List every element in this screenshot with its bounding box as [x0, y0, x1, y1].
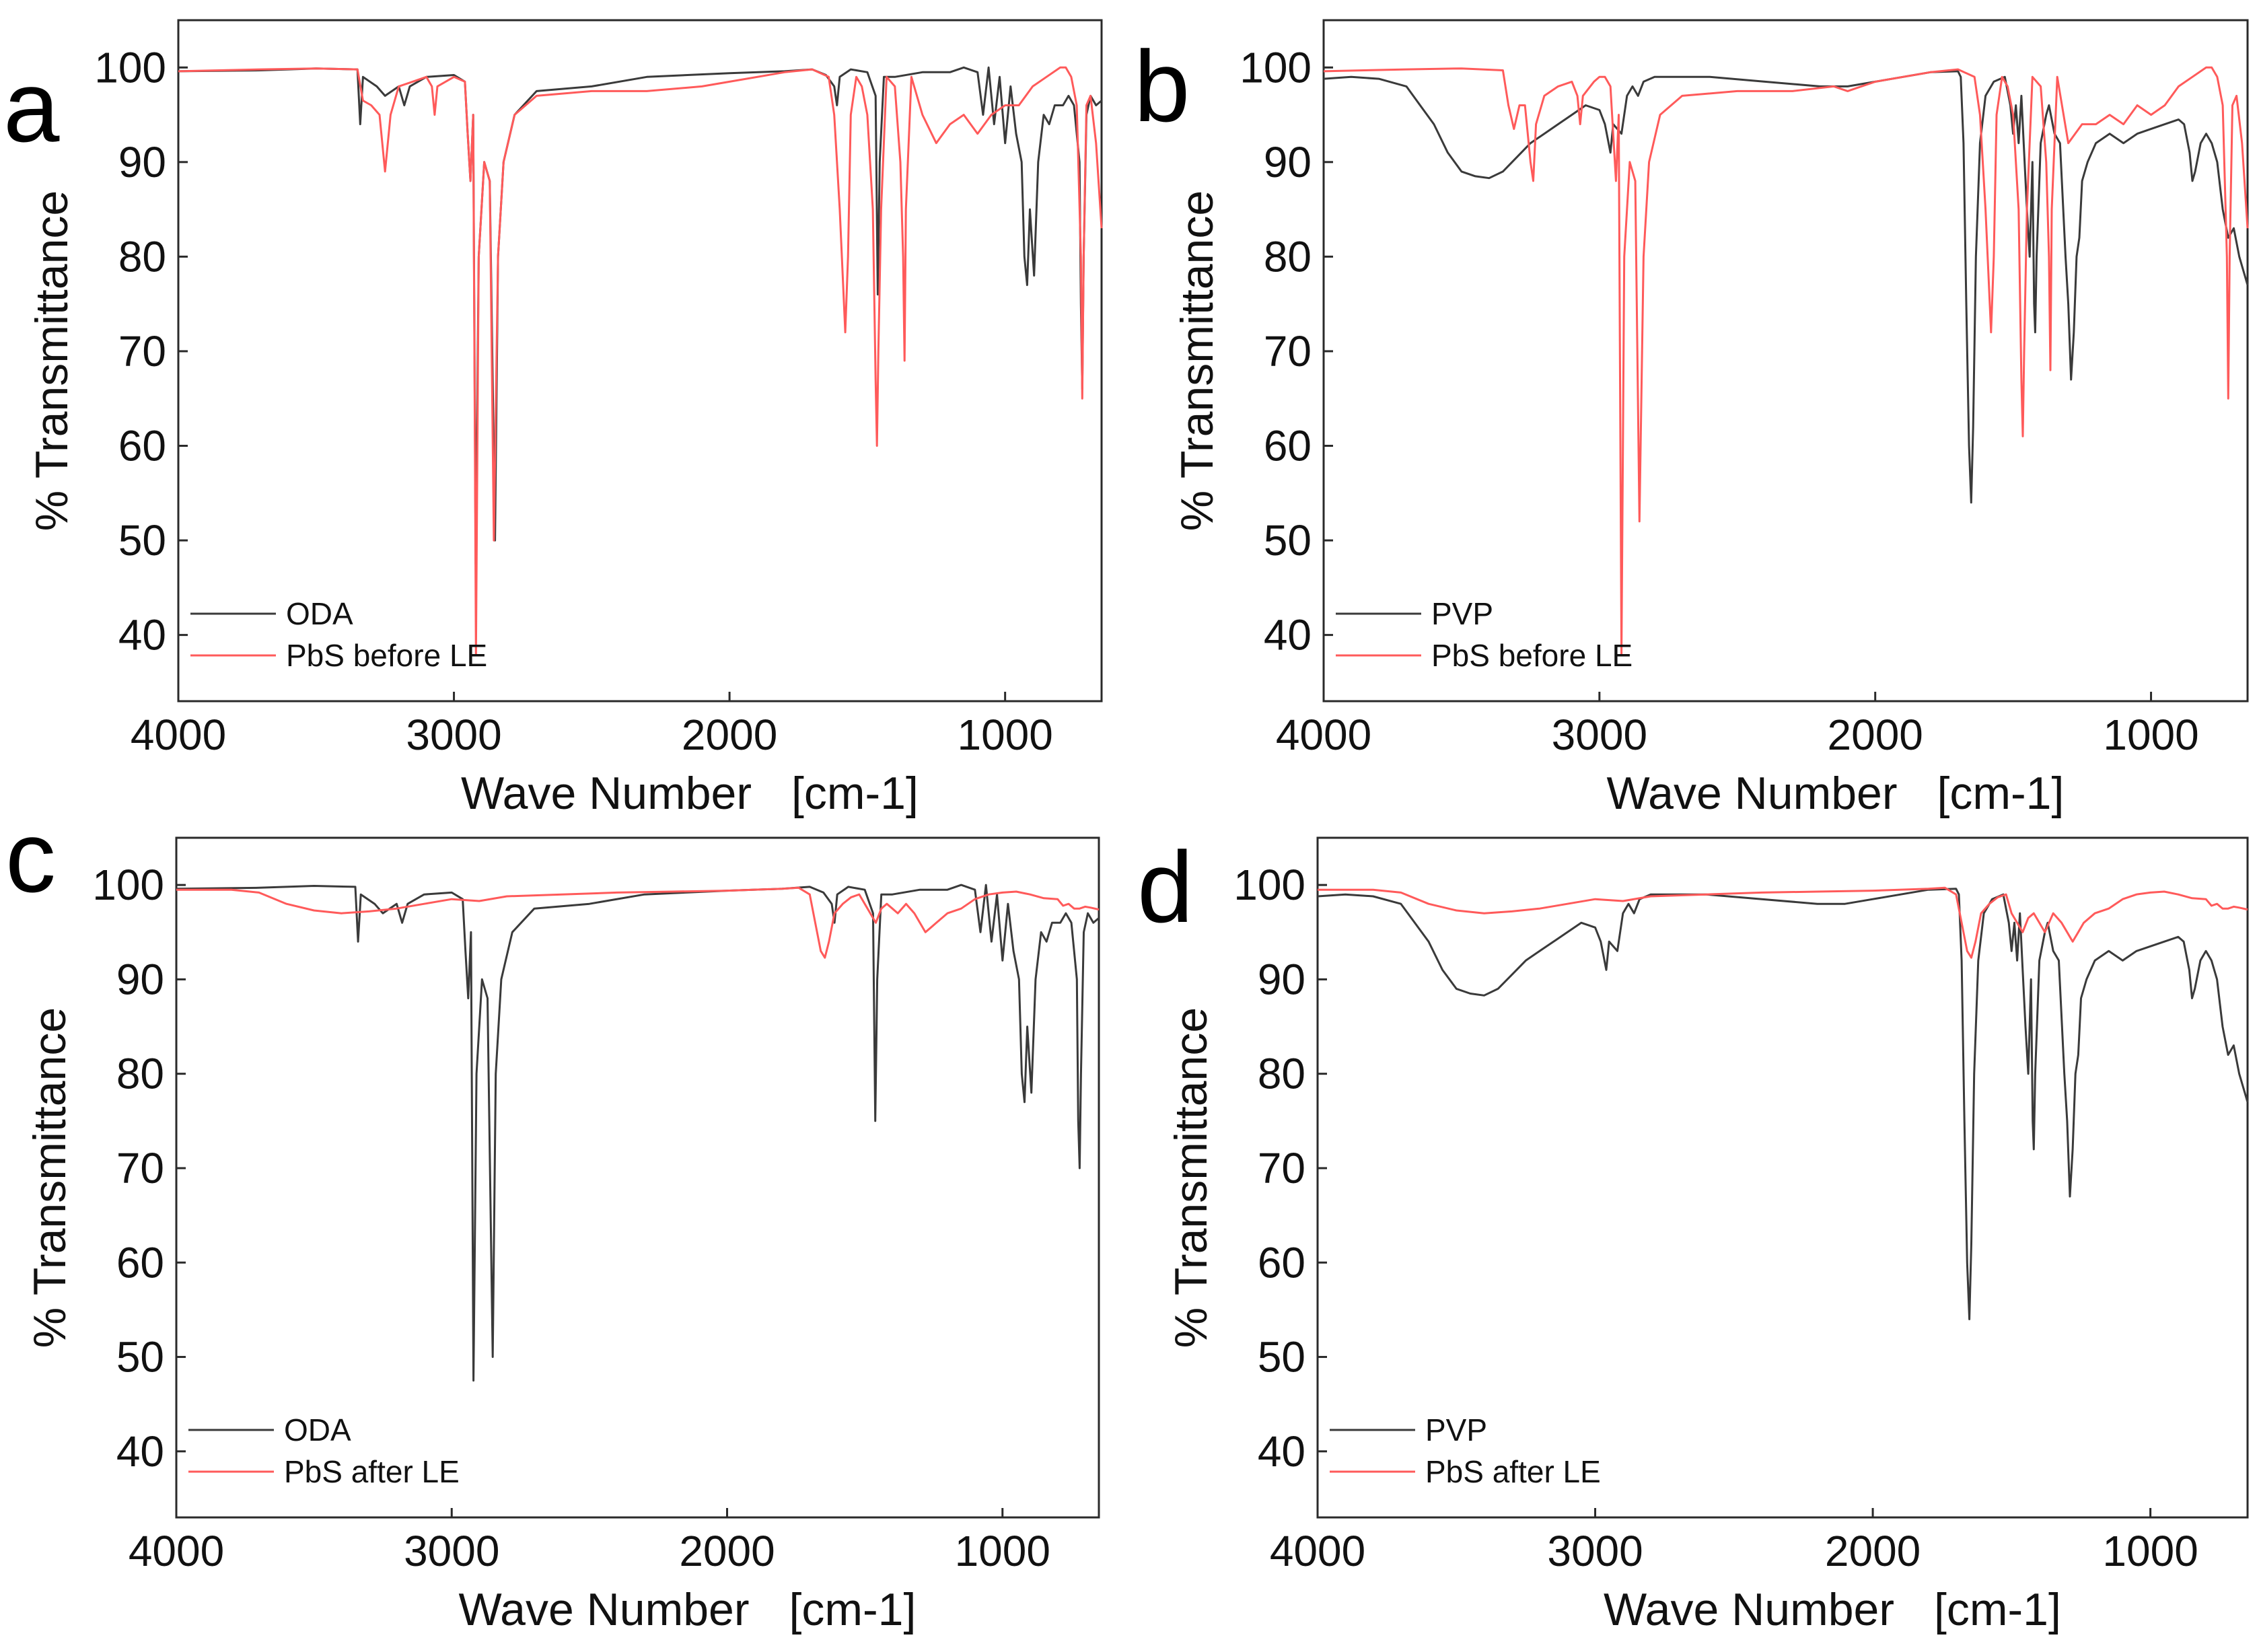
plot-frame-c: [175, 836, 1100, 1519]
legend-d: PVP PbS after LE: [1330, 1412, 1601, 1489]
y-axis-title-a: % Transmittance: [26, 190, 77, 531]
x-tick-label-4000: 4000: [131, 711, 226, 759]
y-tick-label-70: 70: [118, 327, 166, 375]
x-tick-label-1000: 1000: [2102, 1527, 2198, 1575]
y-tick-label-70: 70: [1264, 327, 1312, 375]
x-axis-unit-c: [cm-1]: [789, 1584, 917, 1635]
x-axis-title-c: Wave Number: [458, 1584, 749, 1635]
legend-b: PVP PbS before LE: [1336, 596, 1633, 673]
y-tick-label-40: 40: [1258, 1427, 1305, 1476]
legend-label-c-1: PbS after LE: [284, 1454, 460, 1489]
chart-panel-a: a 40 50 60 70 80 90 100 4000 3000 2000 1000 % Transm…: [3, 19, 1103, 819]
plot-frame-d: [1316, 836, 2249, 1519]
series-line-a-reference: [178, 66, 1102, 565]
y-axis-title-c: % Transmittance: [24, 1007, 75, 1348]
chart-panel-b: b 40 50 60 70 80 90 100 4000 3000 2000 1000 % Transm…: [1134, 19, 2249, 819]
x-tick-label-2000: 2000: [679, 1527, 775, 1575]
y-tick-label-60: 60: [116, 1238, 164, 1287]
x-axis-unit-a: [cm-1]: [791, 768, 919, 819]
chart-panel-d: d 40 50 60 70 80 90 100 4000 3000 2000 1000 % Transm…: [1137, 830, 2249, 1635]
y-tick-label-100: 100: [94, 43, 166, 92]
series-line-a-pbs: [178, 66, 1103, 655]
x-tick-label-3000: 3000: [1547, 1527, 1643, 1575]
series-line-c-reference: [176, 884, 1100, 1382]
panel-letter-d: d: [1137, 830, 1193, 943]
y-tick-label-80: 80: [118, 232, 166, 281]
legend-label-b-0: PVP: [1431, 596, 1493, 631]
legend-label-a-1: PbS before LE: [286, 638, 487, 673]
x-tick-label-3000: 3000: [404, 1527, 499, 1575]
y-tick-label-60: 60: [1258, 1238, 1305, 1287]
chart-panel-c: c 40 50 60 70 80 90 100 4000 3000 2000 1000 % Transm…: [5, 800, 1100, 1635]
x-tick-label-2000: 2000: [682, 711, 777, 759]
plot-frame-b: [1322, 19, 2249, 703]
series-line-d-pbs: [1318, 886, 2248, 959]
y-tick-label-50: 50: [116, 1333, 164, 1381]
x-tick-label-1000: 1000: [955, 1527, 1050, 1575]
panel-letter-a: a: [3, 50, 60, 163]
y-tick-label-60: 60: [1264, 422, 1312, 470]
x-tick-label-1000: 1000: [2103, 711, 2198, 759]
x-tick-label-4000: 4000: [1276, 711, 1371, 759]
x-tick-label-4000: 4000: [129, 1527, 224, 1575]
legend-label-d-0: PVP: [1425, 1412, 1487, 1447]
y-tick-label-50: 50: [118, 516, 166, 565]
x-axis-title-b: Wave Number: [1606, 768, 1897, 819]
y-tick-label-70: 70: [116, 1144, 164, 1192]
y-tick-label-50: 50: [1258, 1333, 1305, 1381]
series-line-b-pbs: [1323, 66, 2249, 655]
x-tick-label-1000: 1000: [957, 711, 1052, 759]
series-line-b-reference: [1323, 70, 2249, 504]
y-tick-label-40: 40: [118, 611, 166, 659]
y-tick-label-80: 80: [116, 1050, 164, 1098]
legend-label-d-1: PbS after LE: [1425, 1454, 1601, 1489]
y-tick-label-90: 90: [1258, 955, 1305, 1003]
legend-label-b-1: PbS before LE: [1431, 638, 1633, 673]
y-axis-title-b: % Transmittance: [1172, 190, 1223, 531]
series-line-d-reference: [1317, 888, 2249, 1320]
y-tick-label-100: 100: [1240, 43, 1312, 92]
x-tick-label-4000: 4000: [1270, 1527, 1365, 1575]
x-tick-label-2000: 2000: [1825, 1527, 1921, 1575]
y-tick-label-40: 40: [116, 1427, 164, 1476]
legend-label-c-0: ODA: [284, 1412, 351, 1447]
panel-letter-b: b: [1134, 30, 1190, 143]
legend-c: ODA PbS after LE: [188, 1412, 460, 1489]
y-tick-label-40: 40: [1264, 611, 1312, 659]
y-tick-label-80: 80: [1264, 232, 1312, 281]
x-axis-title-d: Wave Number: [1604, 1584, 1894, 1635]
y-tick-label-90: 90: [118, 138, 166, 186]
y-tick-label-100: 100: [92, 861, 164, 909]
y-tick-label-90: 90: [116, 955, 164, 1003]
x-axis-title-a: Wave Number: [461, 768, 752, 819]
x-tick-label-3000: 3000: [1552, 711, 1647, 759]
y-tick-label-50: 50: [1264, 516, 1312, 565]
y-tick-label-100: 100: [1233, 861, 1305, 909]
x-tick-label-2000: 2000: [1828, 711, 1923, 759]
x-axis-unit-b: [cm-1]: [1937, 768, 2065, 819]
series-line-c-pbs: [176, 886, 1100, 959]
x-axis-unit-d: [cm-1]: [1934, 1584, 2061, 1635]
x-tick-label-3000: 3000: [406, 711, 501, 759]
y-tick-label-70: 70: [1258, 1144, 1305, 1192]
legend-label-a-0: ODA: [286, 596, 353, 631]
y-axis-title-d: % Transmittance: [1166, 1007, 1217, 1348]
plot-frame-a: [177, 19, 1103, 703]
y-tick-label-60: 60: [118, 422, 166, 470]
panel-letter-c: c: [5, 800, 56, 913]
y-tick-label-90: 90: [1264, 138, 1312, 186]
legend-a: ODA PbS before LE: [190, 596, 487, 673]
y-tick-label-80: 80: [1258, 1050, 1305, 1098]
